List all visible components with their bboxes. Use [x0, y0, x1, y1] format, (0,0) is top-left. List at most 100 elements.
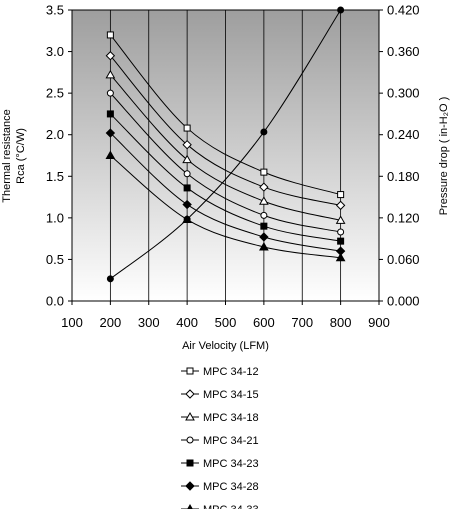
legend-label: MPC 34-23 — [203, 458, 259, 470]
data-point — [106, 31, 114, 39]
y-left-tick-label: 0.5 — [46, 252, 64, 267]
legend-item: MPC 34-28 — [181, 481, 259, 493]
y-left-tick-label: 2.0 — [46, 127, 64, 142]
x-axis-title: Air Velocity (LFM) — [182, 340, 269, 352]
series-mpc-34-15 — [105, 51, 346, 211]
data-point — [335, 215, 346, 224]
x-tick-label: 300 — [138, 315, 160, 330]
pressure-line — [110, 9, 342, 280]
y-right-tick-label: 0.240 — [387, 127, 420, 142]
y-left-tick-label: 3.5 — [46, 3, 64, 18]
y-right-tick-label: 0.120 — [387, 210, 420, 225]
pressure-point — [183, 215, 191, 223]
data-point — [105, 128, 116, 138]
x-tick-label: 800 — [330, 315, 352, 330]
legend-item: MPC 34-23 — [181, 458, 259, 470]
y-left-tick-label: 0.0 — [46, 294, 64, 309]
series-line — [109, 55, 341, 206]
legend-item: MPC 34-15 — [181, 389, 259, 401]
series-mpc-34-23 — [106, 110, 345, 245]
y-right-tick-label: 0.000 — [387, 294, 420, 309]
data-point — [335, 200, 346, 211]
data-point — [105, 69, 116, 79]
series-line — [109, 34, 341, 196]
data-point — [260, 211, 268, 219]
left-axis-title-line1: Thermal resistance — [1, 109, 13, 203]
data-point — [183, 184, 191, 192]
pressure-point — [337, 6, 345, 14]
series-mpc-34-33 — [105, 150, 346, 262]
legend-item: MPC 34-12 — [181, 366, 259, 378]
legend-label: MPC 34-12 — [203, 366, 259, 378]
legend-label: MPC 34-18 — [203, 412, 259, 424]
data-point — [183, 170, 191, 178]
legend-marker — [185, 411, 195, 421]
data-point — [335, 252, 346, 262]
series-line — [110, 92, 341, 233]
y-left-tick-label: 1.5 — [46, 169, 64, 184]
x-tick-label: 600 — [253, 315, 275, 330]
y-left-tick-label: 2.5 — [46, 86, 64, 101]
right-axis-title: Pressure drop ( in-H₂O ) — [438, 97, 450, 216]
y-right-tick-label: 0.420 — [387, 3, 420, 18]
data-series — [105, 6, 346, 283]
data-point — [337, 191, 345, 199]
legend-item: MPC 34-21 — [181, 435, 259, 447]
data-point — [182, 139, 192, 150]
data-point — [337, 228, 345, 236]
legend-marker — [186, 459, 194, 467]
legend-label: MPC 34-21 — [203, 435, 259, 447]
series-line — [110, 155, 341, 259]
series-line — [110, 132, 341, 252]
data-point — [105, 51, 116, 61]
data-point — [183, 124, 191, 132]
y-right-tick-label: 0.360 — [387, 44, 420, 59]
data-point — [260, 222, 268, 230]
series-line — [110, 74, 341, 221]
data-point — [182, 199, 192, 210]
data-point — [259, 232, 269, 242]
legend-marker — [186, 367, 194, 375]
series-line — [110, 113, 341, 242]
series-mpc-34-28 — [105, 128, 346, 256]
x-tick-label: 100 — [61, 315, 83, 330]
series-mpc-34-21 — [106, 89, 345, 236]
x-tick-label: 500 — [215, 315, 237, 330]
series-pressure-drop — [106, 6, 345, 283]
legend-marker — [185, 481, 195, 491]
x-tick-label: 900 — [368, 315, 390, 330]
legend-label: MPC 34-28 — [203, 481, 259, 493]
pressure-point — [106, 275, 114, 283]
legend-item: MPC 34-33 — [181, 503, 259, 509]
y-left-tick-label: 3.0 — [46, 44, 64, 59]
data-point — [106, 110, 114, 118]
legend-marker — [185, 389, 195, 399]
data-point — [106, 89, 114, 97]
axis-ticks: 100 200 300 400 500 600 700 800 900 0.0 0.5 1.0 1.5 2… — [46, 3, 420, 331]
legend: MPC 34-12 MPC 34-15 MPC 34-18 MPC 34-21 MPC … — [181, 366, 259, 509]
y-left-tick-label: 1.0 — [46, 210, 64, 225]
legend-label: MPC 34-33 — [203, 504, 259, 509]
x-tick-label: 400 — [176, 315, 198, 330]
data-point — [260, 168, 268, 176]
data-point — [337, 237, 345, 245]
legend-marker — [187, 503, 193, 509]
legend-marker — [186, 436, 194, 444]
legend-item: MPC 34-18 — [181, 411, 259, 424]
y-right-tick-label: 0.300 — [387, 86, 420, 101]
series-mpc-34-18 — [105, 69, 346, 224]
y-right-tick-label: 0.060 — [387, 252, 420, 267]
left-axis-title-line2: Rca (°C/W) — [15, 128, 27, 184]
y-right-tick-label: 0.180 — [387, 169, 420, 184]
data-point — [259, 182, 269, 192]
data-point — [105, 150, 116, 159]
legend-label: MPC 34-15 — [203, 389, 259, 401]
series-mpc-34-12 — [106, 31, 345, 199]
data-point — [259, 196, 269, 205]
data-point — [182, 154, 192, 164]
x-tick-label: 200 — [100, 315, 122, 330]
data-point — [259, 241, 269, 251]
x-tick-label: 700 — [291, 315, 313, 330]
pressure-point — [260, 128, 268, 136]
